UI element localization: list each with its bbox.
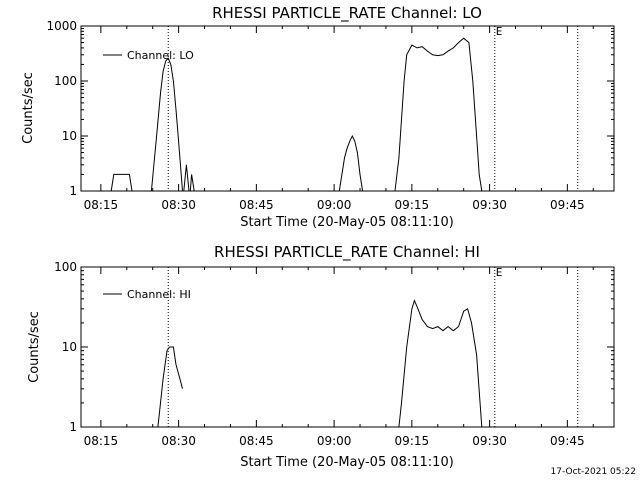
x-tick-label-hi: 09:30 [472,434,507,448]
y-axis-label-lo: Counts/sec [21,72,36,144]
series-line-lo [338,134,364,192]
x-axis-label-lo: Start Time (20-May-05 08:11:10) [240,215,454,230]
x-tick-label-lo: 08:45 [239,198,274,212]
x-tick-label-hi: 09:15 [395,434,430,448]
panel-hi-channel: RHESSI PARTICLE_RATE Channel: HI Start T… [27,243,615,470]
y-axis-label-hi: Counts/sec [27,311,42,383]
y-tick-label-hi: 1 [69,420,77,434]
event-marker-label-hi: E [496,266,503,279]
x-tick-label-hi: 08:30 [161,434,196,448]
x-tick-label-hi: 09:45 [550,434,585,448]
series-line-hi [157,346,183,428]
legend-label-hi: Channel: HI [127,288,191,301]
legend-label-lo: Channel: LO [127,49,194,62]
series-line-lo [394,37,483,192]
series-line-hi [398,299,483,428]
series-line-lo [110,173,133,192]
x-tick-label-lo: 09:30 [472,198,507,212]
y-tick-label-hi: 100 [54,260,77,274]
x-tick-label-hi: 09:00 [317,434,352,448]
series-line-lo [183,164,190,192]
y-tick-label-lo: 1 [69,184,77,198]
series-line-lo [189,174,195,192]
chart-title-hi: RHESSI PARTICLE_RATE Channel: HI [214,243,480,262]
x-tick-label-lo: 09:00 [317,198,352,212]
x-tick-label-lo: 08:30 [161,198,196,212]
event-marker-label-lo: E [496,25,503,38]
x-tick-label-lo: 08:15 [84,198,119,212]
y-tick-label-lo: 100 [54,74,77,88]
x-tick-label-lo: 09:15 [395,198,430,212]
x-tick-label-lo: 09:45 [550,198,585,212]
x-axis-label-hi: Start Time (20-May-05 08:11:10) [240,455,454,470]
x-tick-label-hi: 08:15 [84,434,119,448]
y-tick-label-hi: 10 [62,340,77,354]
y-tick-label-lo: 10 [62,129,77,143]
x-tick-label-hi: 08:45 [239,434,274,448]
footer-timestamp: 17-Oct-2021 05:22 [551,467,636,477]
plot-frame-lo [80,25,615,192]
series-line-lo [150,57,183,192]
chart-title-lo: RHESSI PARTICLE_RATE Channel: LO [212,4,482,23]
y-tick-label-lo: 1000 [46,19,77,33]
panel-lo-channel: RHESSI PARTICLE_RATE Channel: LO Start T… [21,4,615,230]
